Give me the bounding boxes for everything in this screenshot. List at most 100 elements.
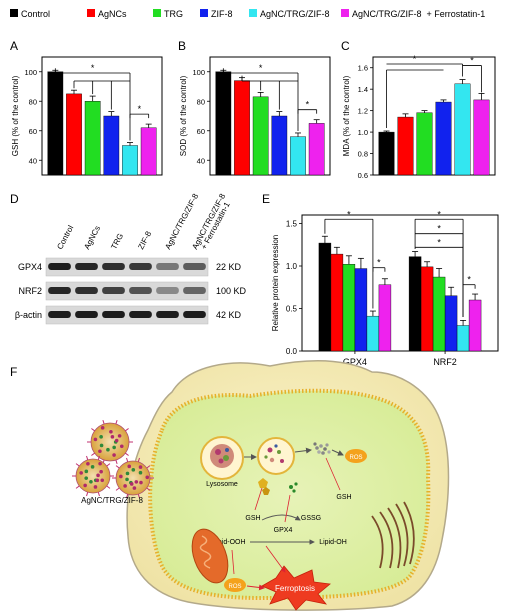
nanoparticle-dot [125, 471, 130, 476]
protein-bar [366, 315, 380, 352]
sod-ytick-label: 40 [197, 156, 205, 165]
protein-bar [354, 268, 368, 352]
blot-strip [45, 305, 209, 325]
ros-bottom-label: ROS [228, 584, 241, 590]
nanoparticle-spike [125, 452, 129, 456]
gsh-ytick-label: 40 [29, 156, 37, 165]
legend-swatch-trg [153, 9, 161, 17]
blot-band [183, 263, 206, 270]
mda-ylabel: MDA (% of the control) [342, 75, 351, 156]
mda-frame [372, 56, 496, 176]
protein-xtick-label: GPX4 [343, 357, 367, 367]
western-blot: Control AgNCs TRG ZIF-8 AgNC/TRG/ZIF-8AgNC/T… [15, 192, 247, 325]
nanoparticle-spike [102, 419, 105, 425]
mda-ytick-label: 1.2 [358, 107, 368, 116]
protein-bar [456, 325, 470, 352]
legend-label-agncs: AgNCs [98, 9, 127, 19]
blot-strip [45, 257, 209, 277]
nanoparticle-dot [112, 445, 116, 450]
gsh-significance: * [138, 104, 142, 114]
panel-letter-d: D [10, 192, 19, 206]
nanoparticle-dot [112, 453, 116, 457]
nanoparticle-dot [114, 438, 119, 443]
protein-ytick-label: 0.0 [286, 347, 298, 356]
nanoparticle-spike [146, 465, 151, 469]
nanoparticle-spike [115, 487, 120, 491]
gsh-significance: * [91, 63, 95, 73]
sod-bar [308, 123, 325, 176]
sod-bar [252, 96, 269, 176]
blot-size-label: 100 KD [216, 286, 247, 296]
degrading-particles [264, 444, 284, 463]
nanoparticle-dot [123, 484, 127, 488]
gsh-bar [122, 145, 138, 176]
protein-significance: * [377, 258, 381, 268]
protein-bar [468, 299, 482, 352]
gpx4-label: GPX4 [274, 527, 293, 534]
ros-bubble-bottom [224, 578, 246, 592]
chart-mda: 0.6 0.8 1.0 1.2 1.4 1.6 MDA (% of the control)… [342, 54, 496, 180]
gsh-gssg-curve [261, 514, 301, 521]
panel-letter-b: B [178, 39, 186, 53]
arrow-deg-to-cluster [294, 447, 312, 454]
blot-band [129, 263, 152, 270]
ros-bubble-top [345, 449, 367, 463]
endoplasmic-reticulum [371, 501, 415, 569]
gsh-bar [84, 101, 101, 176]
blot-lane-label: TRG [109, 232, 125, 251]
protein-bar [330, 253, 344, 352]
arrow-cluster-to-ros [331, 449, 344, 456]
released-cluster [313, 442, 331, 455]
blot-band [183, 311, 206, 318]
gsh-bar [140, 127, 157, 176]
nanoparticle-spike [146, 487, 151, 491]
panel-letter-c: C [341, 39, 350, 53]
cell-membrane-inner [148, 388, 431, 601]
legend-swatch-agncs [87, 9, 95, 17]
nanoparticle-dot [93, 485, 98, 489]
nanoparticle-dot [83, 483, 87, 488]
panel-letter-f: F [10, 365, 17, 379]
nanoparticle-spike [97, 455, 100, 460]
inhibit-gsh [254, 487, 263, 511]
nanoparticle-spike [115, 459, 118, 465]
nanoparticle-dot [89, 479, 93, 484]
gsh-bar [47, 71, 64, 176]
sod-ytick-label: 100 [192, 68, 205, 77]
blot-band [129, 287, 152, 294]
protein-ylabel: Relative protein expression [271, 235, 280, 332]
mda-ytick-label: 1.6 [358, 64, 368, 73]
blot-band [48, 263, 71, 270]
nanoparticle-dot [131, 468, 136, 472]
legend: Control AgNCs TRG ZIF-8 AgNC/TRG/ZIF-8 A… [10, 9, 485, 19]
nanoparticle-spike [137, 457, 140, 462]
protein-significance: * [347, 209, 351, 219]
mda-bar [416, 112, 433, 176]
nanoparticle-dot [96, 473, 100, 478]
protein-ytick-label: 0.5 [286, 305, 298, 314]
mda-significance: * [470, 56, 474, 66]
blot-lane-label: Control [55, 224, 75, 251]
nanoparticle-spike [106, 463, 111, 467]
nanoparticle-dot [125, 477, 129, 482]
protein-significance: * [437, 224, 441, 234]
sod-bar [234, 80, 250, 176]
legend-swatch-ferrostatin [341, 9, 349, 17]
mechanism-diagram: Lysosome [72, 359, 450, 611]
arrow-lipid-ooh-to-ros [231, 549, 235, 575]
blot-band [75, 287, 98, 294]
gssg-label: GSSG [301, 515, 321, 522]
nanoparticle-dot [98, 449, 102, 454]
protein-bar [408, 256, 422, 352]
extracellular-nanoparticles [72, 419, 154, 499]
nanoparticle-dot [132, 486, 137, 490]
chart-sod: 40 60 80 100 SOD (% of the control) * * [179, 56, 331, 176]
lysosome-label: Lysosome [206, 481, 238, 488]
protein-bar [420, 266, 434, 352]
sod-ylabel: SOD (% of the control) [179, 75, 188, 156]
inhibit-gpx4 [284, 494, 291, 523]
ros-top-label: ROS [349, 455, 362, 461]
blot-strip [45, 281, 209, 301]
ferroptosis-starburst [261, 565, 331, 611]
nanoparticle-dot [100, 426, 105, 430]
